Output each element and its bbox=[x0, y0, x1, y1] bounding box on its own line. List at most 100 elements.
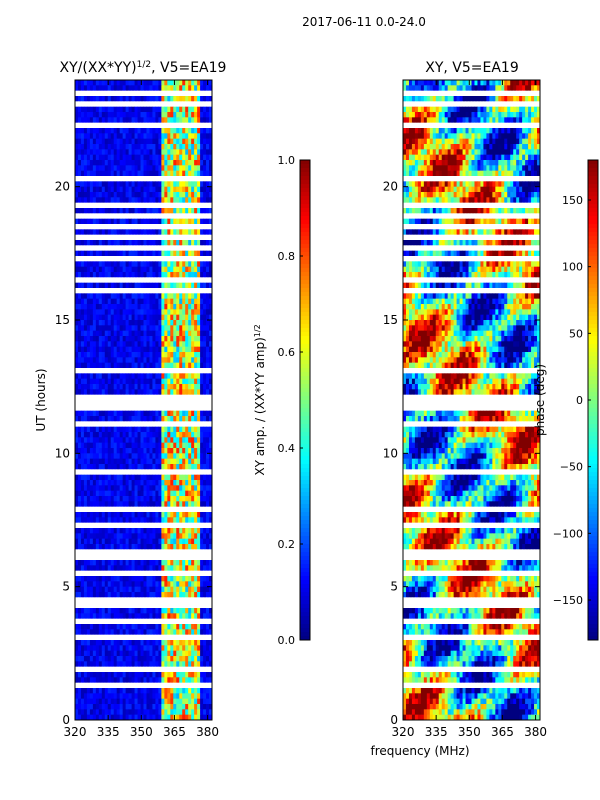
heatmap-cell bbox=[86, 218, 91, 225]
heatmap-cell bbox=[104, 106, 109, 113]
heatmap-cell bbox=[164, 197, 168, 204]
heatmap-cell bbox=[209, 298, 213, 305]
heatmap-cell bbox=[191, 496, 195, 502]
heatmap-cell bbox=[185, 624, 189, 630]
heatmap-cell bbox=[101, 592, 106, 598]
heatmap-cell bbox=[107, 421, 112, 428]
heatmap-cell bbox=[122, 389, 127, 396]
heatmap-cell bbox=[173, 586, 177, 593]
heatmap-cell bbox=[164, 469, 168, 476]
heatmap-cell bbox=[95, 341, 100, 348]
heatmap-cell bbox=[80, 485, 85, 492]
heatmap-cell bbox=[173, 592, 177, 598]
heatmap-cell bbox=[146, 282, 150, 289]
heatmap-cell bbox=[152, 192, 156, 198]
heatmap-cell bbox=[125, 645, 130, 652]
heatmap-cell bbox=[173, 133, 177, 140]
heatmap-cell bbox=[179, 218, 183, 225]
heatmap-cell bbox=[110, 544, 115, 550]
heatmap-cell bbox=[125, 85, 130, 92]
heatmap-cell bbox=[75, 602, 79, 609]
heatmap-cell bbox=[137, 640, 141, 646]
heatmap-cell bbox=[185, 549, 189, 556]
heatmap-cell bbox=[143, 538, 147, 545]
heatmap-cell bbox=[89, 245, 94, 252]
heatmap-cell bbox=[161, 277, 165, 284]
heatmap-cell bbox=[191, 400, 195, 406]
heatmap-cell bbox=[209, 560, 213, 566]
heatmap-cell bbox=[200, 101, 204, 108]
heatmap-cell bbox=[209, 261, 213, 268]
heatmap-cell bbox=[182, 272, 186, 278]
heatmap-cell bbox=[80, 250, 85, 257]
heatmap-cell bbox=[86, 496, 91, 502]
heatmap-cell bbox=[92, 336, 97, 342]
heatmap-cell bbox=[167, 272, 171, 278]
heatmap-cell bbox=[164, 506, 168, 513]
heatmap-cell bbox=[128, 330, 132, 337]
heatmap-cell bbox=[95, 176, 100, 182]
heatmap-cell bbox=[158, 106, 162, 113]
heatmap-cell bbox=[122, 656, 127, 662]
heatmap-cell bbox=[113, 96, 118, 102]
heatmap-cell bbox=[119, 490, 124, 497]
heatmap-cell bbox=[149, 293, 153, 300]
heatmap-cell bbox=[200, 224, 204, 230]
heatmap-cell bbox=[128, 522, 132, 529]
heatmap-cell bbox=[128, 501, 132, 508]
heatmap-cell bbox=[134, 528, 138, 534]
heatmap-cell bbox=[140, 576, 144, 582]
heatmap-cell bbox=[173, 362, 177, 369]
heatmap-cell bbox=[95, 485, 100, 492]
heatmap-cell bbox=[200, 208, 204, 214]
heatmap-cell bbox=[110, 650, 115, 657]
heatmap-cell bbox=[188, 426, 192, 433]
heatmap-cell bbox=[182, 266, 186, 273]
heatmap-cell bbox=[200, 181, 204, 188]
heatmap-cell bbox=[149, 629, 153, 636]
heatmap-cell bbox=[176, 442, 180, 449]
heatmap-cell bbox=[86, 618, 91, 625]
heatmap-cell bbox=[206, 576, 210, 582]
heatmap-cell bbox=[140, 240, 144, 246]
heatmap-cell bbox=[176, 218, 180, 225]
heatmap-cell bbox=[176, 490, 180, 497]
heatmap-cell bbox=[203, 437, 207, 444]
heatmap-cell bbox=[191, 266, 195, 273]
heatmap-cell bbox=[125, 128, 130, 134]
heatmap-cell bbox=[116, 528, 121, 534]
heatmap-cell bbox=[134, 208, 138, 214]
heatmap-cell bbox=[191, 362, 195, 369]
heatmap-cell bbox=[167, 229, 171, 236]
heatmap-cell bbox=[164, 250, 168, 257]
heatmap-cell bbox=[104, 165, 109, 172]
heatmap-cell bbox=[119, 586, 124, 593]
heatmap-cell bbox=[203, 400, 207, 406]
heatmap-cell bbox=[203, 80, 207, 86]
heatmap-cell bbox=[95, 378, 100, 385]
heatmap-cell bbox=[152, 202, 156, 209]
heatmap-cell bbox=[209, 421, 213, 428]
heatmap-cell bbox=[146, 144, 150, 150]
heatmap-cell bbox=[80, 277, 85, 284]
heatmap-cell bbox=[92, 517, 97, 524]
heatmap-cell bbox=[110, 181, 115, 188]
heatmap-cell bbox=[158, 421, 162, 428]
heatmap-cell bbox=[146, 554, 150, 561]
heatmap-cell bbox=[185, 144, 189, 150]
heatmap-cell bbox=[101, 154, 106, 161]
heatmap-cell bbox=[179, 80, 183, 86]
heatmap-cell bbox=[137, 112, 141, 118]
heatmap-cell bbox=[179, 586, 183, 593]
heatmap-cell bbox=[104, 501, 109, 508]
heatmap-cell bbox=[188, 565, 192, 572]
heatmap-cell bbox=[140, 325, 144, 332]
heatmap-cell bbox=[113, 560, 118, 566]
heatmap-cell bbox=[131, 96, 135, 102]
heatmap-cell bbox=[119, 624, 124, 630]
heatmap-cell bbox=[188, 528, 192, 534]
heatmap-cell bbox=[200, 394, 204, 401]
heatmap-cell bbox=[197, 565, 201, 572]
heatmap-cell bbox=[75, 117, 79, 124]
heatmap-cell bbox=[107, 538, 112, 545]
